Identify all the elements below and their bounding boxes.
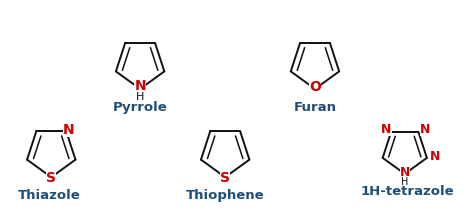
Text: Thiophene: Thiophene (186, 189, 264, 202)
Text: S: S (46, 171, 56, 185)
Text: S: S (220, 171, 230, 185)
Text: O: O (309, 80, 321, 94)
Text: N: N (134, 79, 146, 93)
Text: Pyrrole: Pyrrole (113, 101, 167, 114)
Text: H: H (401, 177, 409, 187)
Text: N: N (420, 123, 431, 136)
Text: Thiazole: Thiazole (18, 189, 80, 202)
Text: N: N (63, 123, 74, 137)
Text: N: N (430, 150, 440, 163)
Text: H: H (136, 92, 144, 102)
Text: N: N (381, 123, 392, 136)
Text: 1H-tetrazole: 1H-tetrazole (360, 185, 454, 198)
Text: N: N (400, 166, 410, 179)
Text: Furan: Furan (293, 101, 337, 114)
